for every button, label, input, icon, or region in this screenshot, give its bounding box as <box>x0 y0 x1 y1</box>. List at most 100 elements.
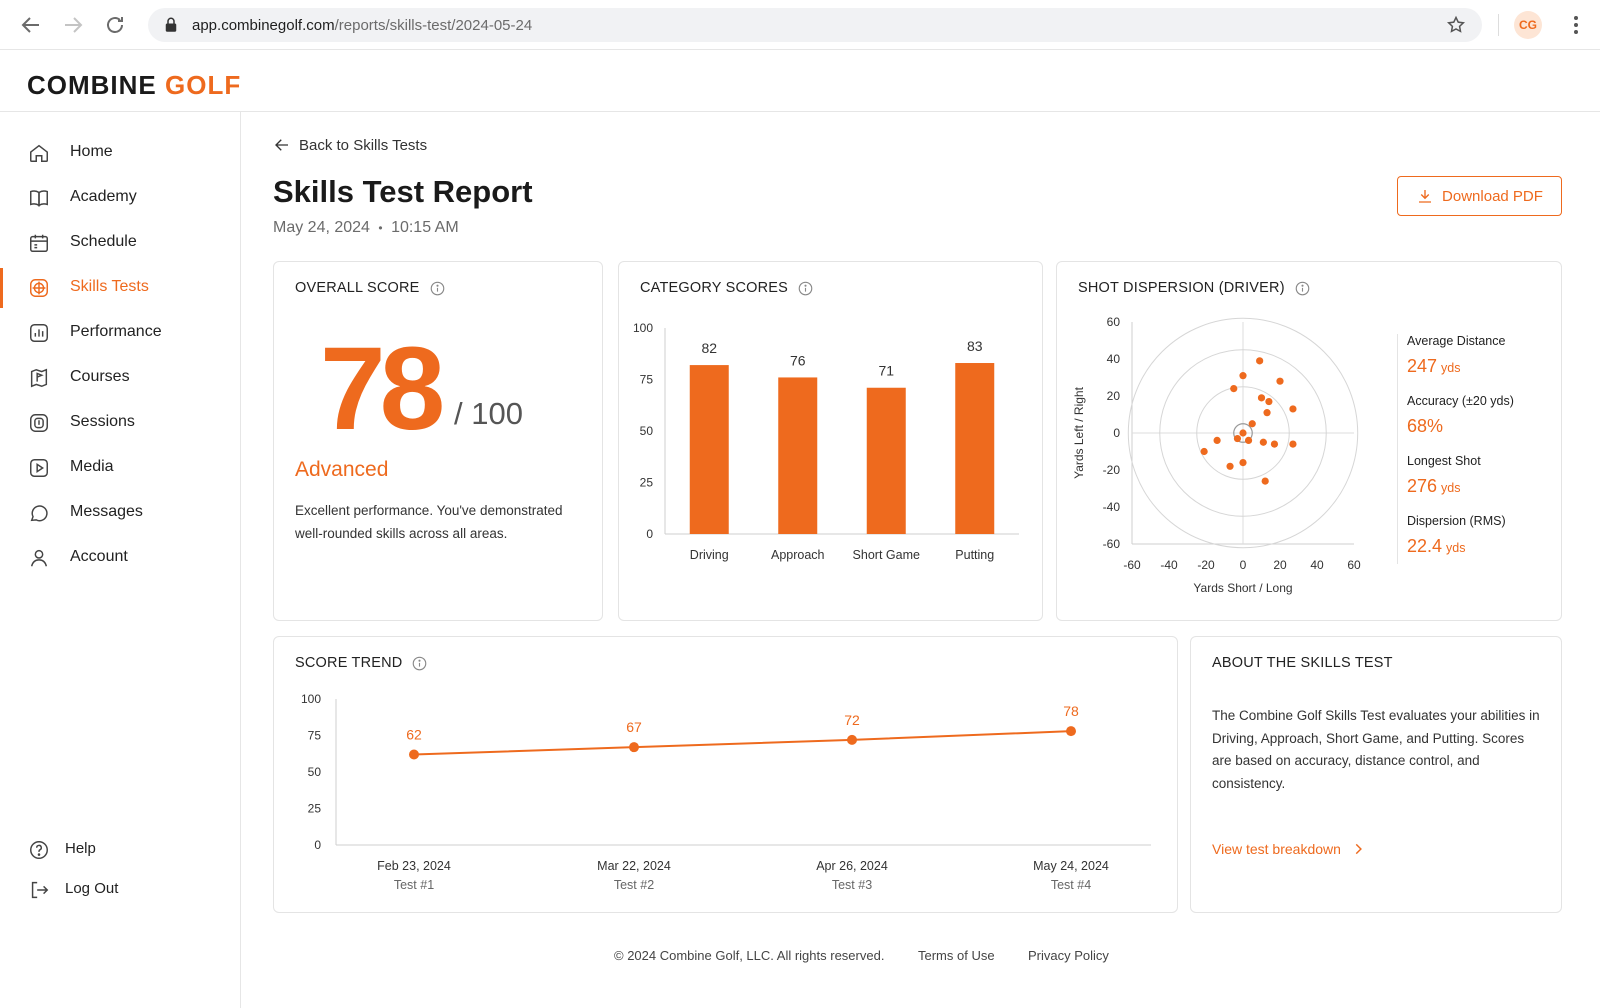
trend-point <box>629 742 639 753</box>
terms-of-use-link[interactable]: Terms of Use <box>918 948 995 963</box>
stat-number: 22.4 <box>1407 536 1443 556</box>
x-tick-label: 60 <box>1347 558 1361 572</box>
about-title: ABOUT THE SKILLS TEST <box>1212 655 1393 671</box>
view-test-breakdown-link[interactable]: View test breakdown <box>1212 841 1365 857</box>
bar-value-label: 83 <box>967 338 983 354</box>
shot-point <box>1239 429 1247 437</box>
sidebar-item-media[interactable]: Media <box>0 446 240 490</box>
sidebar-item-schedule[interactable]: Schedule <box>0 221 240 265</box>
logout-icon <box>28 879 50 901</box>
y-tick-label: 75 <box>308 729 322 743</box>
reload-icon[interactable] <box>103 13 127 37</box>
shot-point <box>1270 440 1279 448</box>
target-ring <box>1196 386 1290 480</box>
logo-word-combine: COMBINE <box>27 70 157 100</box>
forward-arrow-icon[interactable] <box>61 13 85 37</box>
sidebar-item-label: Media <box>70 458 114 475</box>
profile-avatar[interactable]: CG <box>1514 11 1542 39</box>
book-icon <box>28 187 50 209</box>
x-tick-label: Feb 23, 2024 <box>377 859 451 873</box>
back-arrow-icon[interactable] <box>19 13 43 37</box>
report-date: May 24, 2024 <box>273 219 370 236</box>
back-to-skills-tests-link[interactable]: Back to Skills Tests <box>273 136 427 154</box>
info-icon[interactable] <box>430 281 445 296</box>
download-pdf-button[interactable]: Download PDF <box>1397 176 1562 216</box>
x-tick-label: Apr 26, 2024 <box>816 859 888 873</box>
y-tick-label: 40 <box>1107 352 1121 366</box>
overall-score-title: OVERALL SCORE <box>295 280 420 296</box>
sidebar-item-label: Schedule <box>70 233 137 250</box>
card-title: CATEGORY SCORES <box>640 280 813 296</box>
app-header: COMBINE GOLF <box>0 50 1600 112</box>
y-tick-label: 50 <box>640 424 654 438</box>
trend-value-label: 62 <box>406 726 422 742</box>
sidebar-item-help[interactable]: Help <box>0 828 240 872</box>
x-tick-label: Mar 22, 2024 <box>597 859 671 873</box>
stats-column: Average Distance 247 yds Accuracy (±20 yd… <box>1397 262 1514 620</box>
shot-point <box>1257 394 1266 402</box>
shot-point <box>1259 438 1267 446</box>
stat-number: 68% <box>1407 416 1444 436</box>
info-icon[interactable] <box>412 656 427 671</box>
sidebar-item-messages[interactable]: Messages <box>0 491 240 535</box>
browser-toolbar: app.combinegolf.com/reports/skills-test/… <box>0 0 1600 50</box>
x-tick-label: 40 <box>1310 558 1324 572</box>
about-description: The Combine Golf Skills Test evaluates y… <box>1212 708 1540 791</box>
stat-value: 68% <box>1407 416 1443 437</box>
address-bar[interactable]: app.combinegolf.com/reports/skills-test/… <box>148 8 1482 42</box>
url-host: app.combinegolf.com <box>192 17 335 34</box>
y-tick-label: 0 <box>314 838 321 852</box>
bar-chart-icon <box>28 322 50 344</box>
x-tick-label: -60 <box>1123 558 1141 572</box>
x-tick-label: 0 <box>1240 558 1247 572</box>
privacy-policy-link[interactable]: Privacy Policy <box>1028 948 1109 963</box>
stat-unit: yds <box>1441 361 1461 375</box>
card-title: SHOT DISPERSION (DRIVER) <box>1078 280 1310 296</box>
bar <box>778 377 818 534</box>
target-ring <box>1233 423 1253 443</box>
sidebar-item-account[interactable]: Account <box>0 536 240 580</box>
about-skills-test-card: ABOUT THE SKILLS TEST The Combine Golf S… <box>1190 636 1562 913</box>
skill-level: Advanced <box>295 458 389 481</box>
x-tick-label: -40 <box>1160 558 1178 572</box>
stat-value: 247 yds <box>1407 356 1461 377</box>
stat-value: 22.4 yds <box>1407 536 1466 557</box>
shot-point <box>1263 409 1271 417</box>
sidebar-item-sessions[interactable]: Sessions <box>0 401 240 445</box>
x-tick-sublabel: Test #4 <box>1051 878 1091 892</box>
help-icon <box>28 839 50 861</box>
y-tick-label: -60 <box>1103 537 1121 551</box>
more-menu-icon[interactable] <box>1566 14 1586 36</box>
score-description: Excellent performance. You've demonstrat… <box>295 503 563 541</box>
y-tick-label: 20 <box>1107 389 1121 403</box>
shot-dispersion-card: SHOT DISPERSION (DRIVER) -60 -40 -20 0 20 40 6… <box>1056 261 1562 621</box>
x-tick-label: 20 <box>1273 558 1287 572</box>
overall-score-card: OVERALL SCORE 78 / 100 Advanced Excellen… <box>273 261 603 621</box>
sidebar: Home Academy Schedule Skills Tests Perfo… <box>0 112 241 1008</box>
sidebar-item-academy[interactable]: Academy <box>0 176 240 220</box>
shot-point <box>1200 447 1208 456</box>
info-icon[interactable] <box>1295 281 1310 296</box>
report-time: 10:15 AM <box>391 219 459 236</box>
sidebar-item-logout[interactable]: Log Out <box>0 868 240 912</box>
shot-point <box>1213 436 1221 444</box>
y-tick-label: -40 <box>1103 500 1121 514</box>
x-tick-label: Short Game <box>853 548 920 562</box>
shot-point <box>1239 459 1247 467</box>
download-pdf-label: Download PDF <box>1442 187 1543 205</box>
combine-golf-logo[interactable]: COMBINE GOLF <box>27 70 241 101</box>
y-axis-title: Yards Left / Right <box>1072 386 1086 478</box>
sidebar-item-skills-tests[interactable]: Skills Tests <box>0 266 240 310</box>
bar <box>689 365 729 534</box>
shot-point <box>1276 377 1284 385</box>
card-title: SCORE TREND <box>295 655 427 671</box>
sidebar-item-home[interactable]: Home <box>0 131 240 175</box>
sidebar-item-label: Academy <box>70 188 137 205</box>
download-icon <box>1419 190 1432 203</box>
bookmark-star-icon[interactable] <box>1446 15 1466 35</box>
trend-point <box>1066 726 1076 737</box>
sidebar-item-courses[interactable]: Courses <box>0 356 240 400</box>
info-icon[interactable] <box>798 281 813 296</box>
sidebar-item-performance[interactable]: Performance <box>0 311 240 355</box>
sidebar-item-label: Help <box>65 840 96 857</box>
